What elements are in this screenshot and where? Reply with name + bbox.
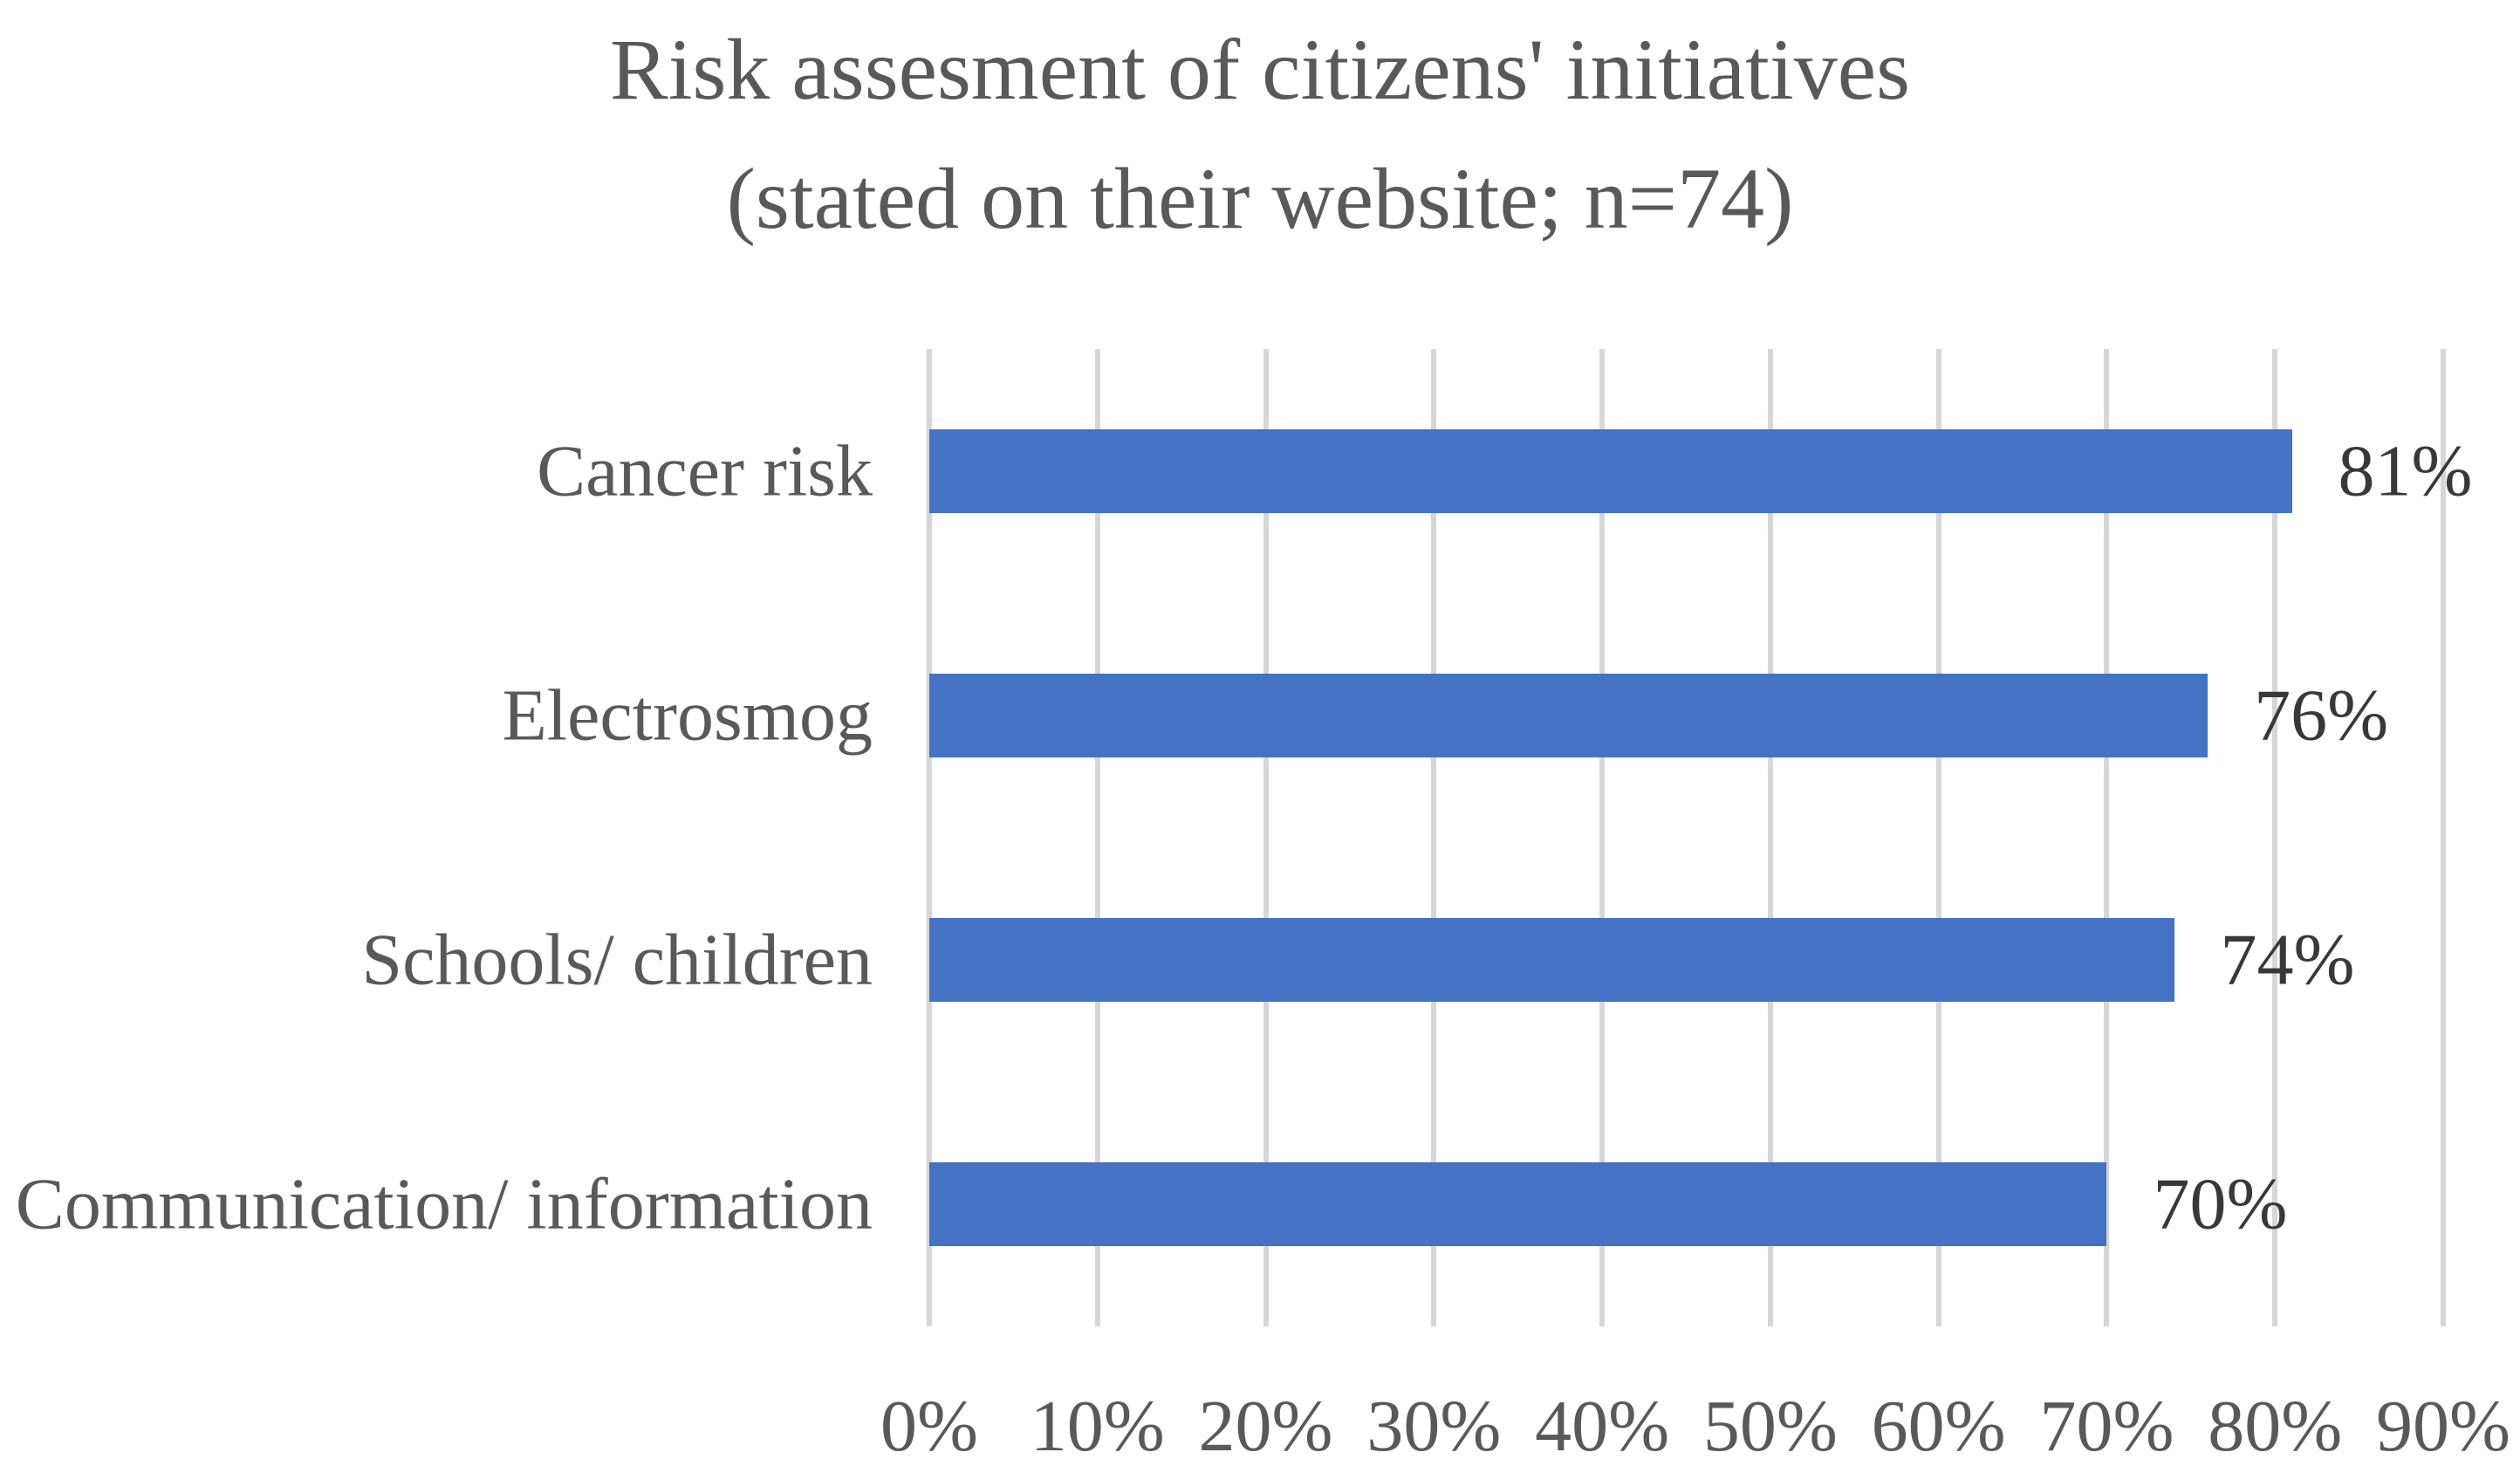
x-tick-label: 70%: [2039, 1386, 2174, 1466]
x-tick-label: 60%: [1871, 1386, 2006, 1466]
value-label: 76%: [2254, 675, 2389, 757]
x-tick-label: 30%: [1366, 1386, 1502, 1466]
x-tick-label: 50%: [1702, 1386, 1838, 1466]
x-tick-label: 90%: [2376, 1386, 2510, 1466]
gridline: [1431, 349, 1437, 1326]
value-label: 70%: [2153, 1163, 2288, 1245]
gridline: [2272, 349, 2278, 1326]
value-label: 74%: [2220, 919, 2355, 1001]
category-label: Electrosmog: [502, 675, 873, 757]
category-label: Cancer risk: [537, 430, 873, 512]
gridline: [1599, 349, 1606, 1326]
chart-title: Risk assesment of citizens' initiatives …: [0, 5, 2520, 264]
chart-title-line1: Risk assesment of citizens' initiatives: [610, 21, 1910, 118]
x-tick-label: 10%: [1030, 1386, 1165, 1466]
bar-3: [929, 918, 2174, 1002]
x-tick-label: 20%: [1198, 1386, 1333, 1466]
x-tick-label: 0%: [880, 1386, 978, 1466]
category-label: Schools/ children: [361, 919, 873, 1001]
bar-4: [929, 1162, 2107, 1246]
gridline: [1094, 349, 1100, 1326]
chart-title-line2: (stated on their website; n=74): [726, 150, 1794, 247]
gridline: [2104, 349, 2110, 1326]
gridline: [1263, 349, 1269, 1326]
gridline: [927, 349, 932, 1326]
x-tick-label: 80%: [2208, 1386, 2343, 1466]
gridline: [2441, 349, 2446, 1326]
gridline: [1935, 349, 1941, 1326]
value-label: 81%: [2338, 430, 2473, 512]
bar-1: [929, 429, 2292, 513]
category-label: Communication/ information: [15, 1163, 873, 1245]
x-tick-label: 40%: [1535, 1386, 1670, 1466]
gridline: [1767, 349, 1773, 1326]
bar-2: [929, 674, 2208, 757]
